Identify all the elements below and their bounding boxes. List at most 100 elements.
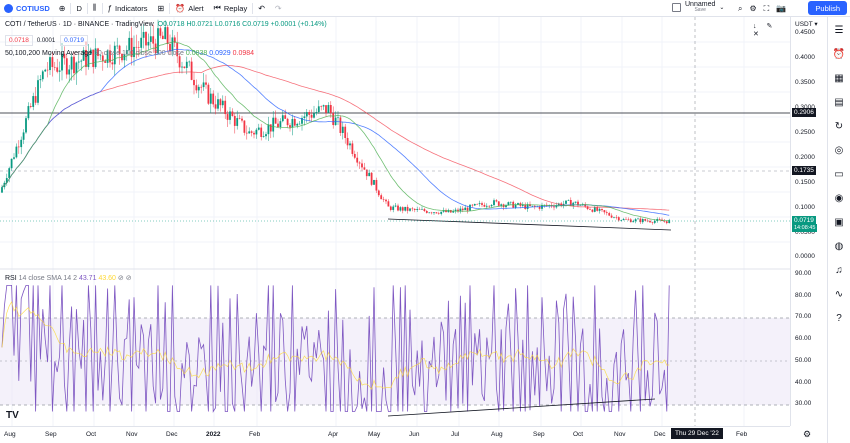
indicators-label: Indicators [115,3,148,13]
price-tick-label: 0.3500 [795,79,815,86]
candle-body [94,48,97,68]
candle-body [130,37,133,58]
calendar-icon[interactable]: ▣ [834,216,844,228]
candle-body [346,137,349,146]
fullscreen-icon[interactable]: ⛶ [763,3,770,13]
candle-body [49,57,51,71]
candle-body [361,163,363,168]
candle-body [109,50,111,63]
settings-gear-icon[interactable]: ⚙ [749,4,757,13]
candle-body [409,208,411,211]
chart-nav-icons[interactable]: ↓ ✎ ✕ [753,23,777,38]
candle-body [653,220,656,223]
alert-button[interactable]: ⏰ Alert [170,0,208,17]
candle-body [178,56,181,68]
search-icon[interactable]: ⌕ [738,3,743,13]
candle-body [368,172,371,177]
layout-name-group: Unnamed Save [685,1,715,13]
add-symbol-button[interactable]: ⊕ [54,0,71,17]
chart-type-button[interactable]: ⫼ [88,0,102,17]
candle-body [397,205,399,211]
watchlist-icon[interactable]: ☰ [834,24,844,36]
undo-button[interactable]: ↶ [253,0,270,17]
chat-icon[interactable]: ▭ [834,168,844,180]
pulse-icon[interactable]: ∿ [834,288,844,300]
candle-body [601,208,603,211]
candle-body [236,118,239,126]
hotlist-icon[interactable]: ▤ [834,96,844,108]
candle-body [555,205,558,208]
price-tick-label: 0.4500 [795,29,815,36]
data-window-icon[interactable]: ▦ [834,72,844,84]
spread-value: 0.0001 [36,38,56,44]
candle-body [572,202,575,206]
symbol-search-button[interactable]: COTIUSD [0,3,54,13]
candle-body [89,49,92,55]
alerts-icon[interactable]: ⏰ [832,48,846,60]
ma100-value: 0.0929 [209,50,231,57]
candle-body [445,210,447,213]
candle-body [531,205,534,207]
level-price-tag: 0.2906 [792,108,816,117]
rsi-settings-icon[interactable]: ⊘ ⊘ [117,275,132,282]
axis-settings-icon[interactable]: ⚙ [803,429,812,439]
candle-body [627,219,630,220]
candle-body [500,204,503,206]
bid-price[interactable]: 0.0718 [5,35,33,46]
candle-body [277,123,279,128]
replay-button[interactable]: ⏮ Replay [209,0,253,17]
price-axis[interactable]: USDT ▾ 0.4500 0.4000 0.3500 0.3000 0.2500 0.2… [790,17,827,426]
templates-button[interactable]: ⊞ [153,0,170,17]
candle-body [437,213,440,214]
replay-side-icon[interactable]: ↻ [834,120,844,132]
candle-body [637,218,639,220]
interval-button[interactable]: D [71,0,86,17]
candle-body [166,27,169,45]
layout-name-button[interactable]: Unnamed Save ⌄ [672,1,724,13]
candle-body [82,49,85,61]
time-tick-label: Apr [328,431,339,438]
currency-label[interactable]: USDT ▾ [795,21,818,28]
candle-body [365,169,368,177]
candle-body [478,203,481,205]
ma-label: 50,100,200 Moving Average [5,50,93,57]
rsi-trendline [387,398,656,417]
time-tick-label: Feb [736,431,748,438]
right-sidebar: ☰ ⏰ ▦ ▤ ↻ ◎ ▭ ◉ ▣ ◍ ♫ ∿ ? [827,17,850,443]
indicators-icon: ƒ [107,3,113,13]
candle-body [497,201,500,206]
indicators-button[interactable]: ƒ Indicators [103,0,153,17]
ma200-value: 0.0984 [232,50,255,57]
ideas-icon[interactable]: ◎ [834,144,844,156]
candle-body [87,54,90,67]
candle-body [574,201,577,203]
broadcast-icon[interactable]: ◍ [834,240,844,252]
streams-icon[interactable]: ◉ [834,192,844,204]
publish-button[interactable]: Publish [808,1,847,15]
candle-body [344,126,347,138]
candle-body [392,206,395,210]
chart-pane[interactable]: COTI / TetherUS · 1D · BINANCE · Trading… [0,17,790,426]
candle-body [351,143,354,154]
candle-body [243,120,246,133]
divider [252,2,254,14]
candle-body [481,203,483,205]
notifications-icon[interactable]: ♫ [835,264,843,276]
candle-body [387,201,390,207]
candle-body [425,211,428,213]
candle-body [305,112,308,117]
ask-price[interactable]: 0.0719 [60,35,89,46]
candle-body [205,82,207,85]
redo-button[interactable]: ↷ [270,0,287,17]
time-axis[interactable]: Aug Sep Oct Nov Dec 2022 Feb Apr May Jun Jul Aug Sep… [0,426,790,443]
candle-body [221,100,224,106]
candle-body [77,61,80,63]
time-tick-label: Dec [166,431,178,438]
candle-body [245,132,248,134]
help-icon[interactable]: ? [836,312,842,324]
candle-body [101,55,104,62]
camera-icon[interactable]: 📷 [776,4,787,13]
candle-body [375,179,378,191]
candle-body [488,205,491,207]
candle-body [260,127,263,137]
